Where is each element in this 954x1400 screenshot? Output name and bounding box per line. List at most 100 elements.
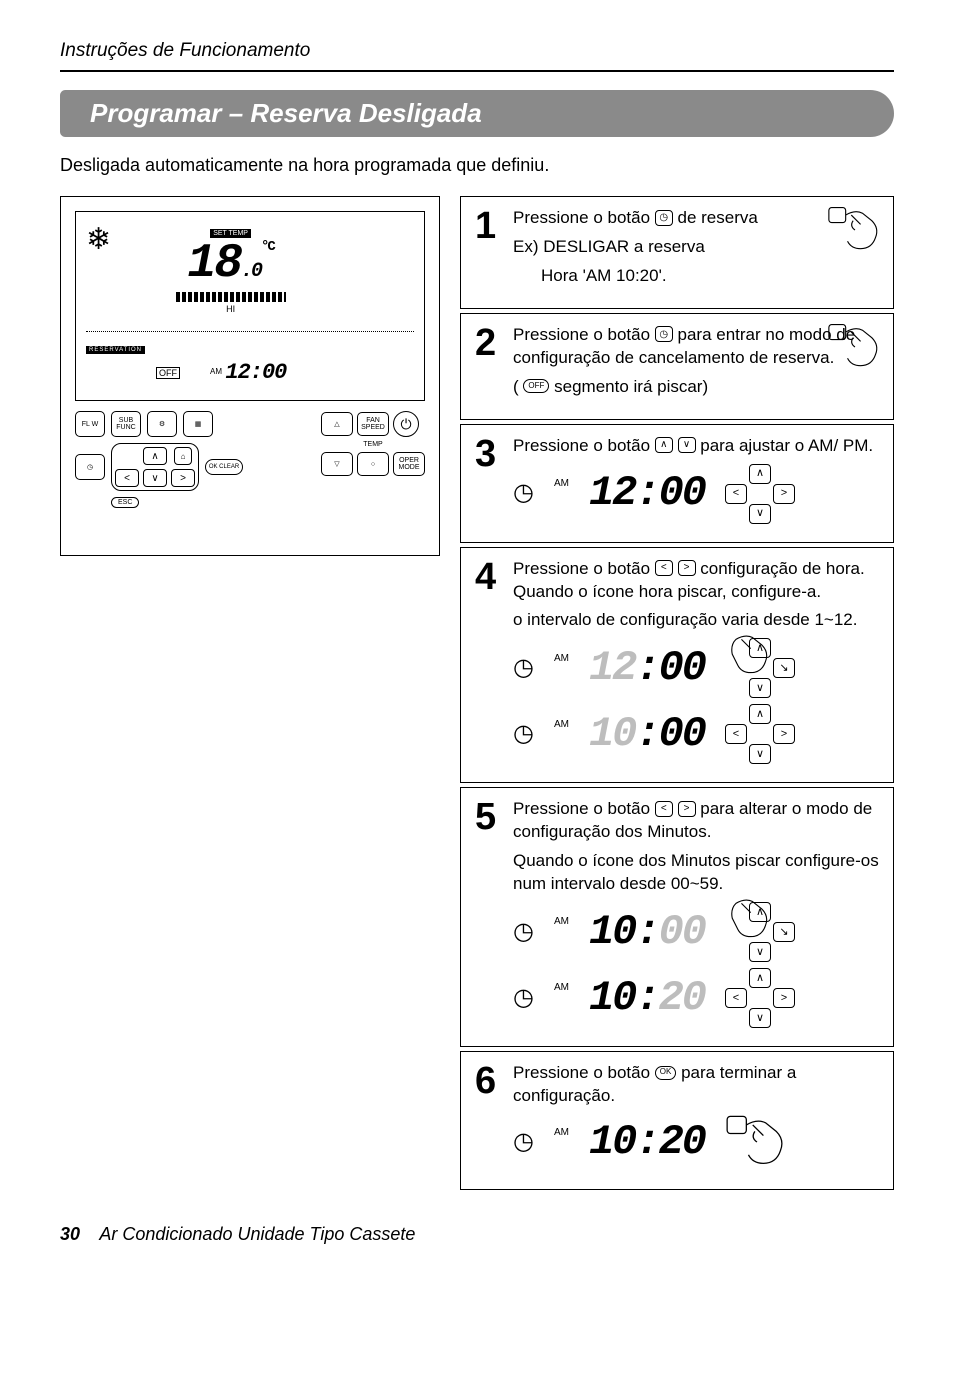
temp-up-button[interactable]: △ bbox=[321, 412, 353, 436]
dpad-down-icon: ∨ bbox=[749, 942, 771, 962]
am-superscript: AM bbox=[554, 718, 569, 732]
dpad-down[interactable]: ∨ bbox=[143, 469, 167, 487]
step2-paren-b: segmento irá piscar) bbox=[554, 377, 708, 396]
hand-press-icon bbox=[725, 1114, 789, 1170]
time-display: 10:00 bbox=[589, 706, 705, 763]
step1-text-a: Pressione o botão bbox=[513, 208, 655, 227]
dpad-group: ∧ ⌂ < ∨ > bbox=[111, 443, 199, 491]
dpad-left-icon: < bbox=[725, 988, 747, 1008]
step1-line2: Ex) DESLIGAR a reserva bbox=[513, 236, 879, 259]
ok-clear-button[interactable]: OK CLEAR bbox=[205, 459, 243, 475]
dpad-left-icon: < bbox=[725, 484, 747, 504]
step-number: 3 bbox=[475, 435, 503, 473]
time-display: 10:20 bbox=[589, 970, 705, 1027]
off-badge: OFF bbox=[156, 367, 180, 379]
scheduled-time: 12:00 bbox=[225, 360, 286, 385]
off-key-icon: OFF bbox=[523, 379, 549, 393]
step2-paren-a: ( bbox=[513, 377, 523, 396]
temp-decimal: .0 bbox=[241, 260, 261, 283]
clock-icon: ◷ bbox=[513, 982, 534, 1014]
step5-line2: Quando o ícone dos Minutos piscar config… bbox=[513, 850, 879, 896]
page-title: Programar – Reserva Desligada bbox=[60, 90, 894, 137]
setup-button[interactable]: ⚙ bbox=[147, 411, 177, 437]
dpad-diagram: ∧ ∨ < > bbox=[725, 704, 795, 764]
dpad-up-icon: ∧ bbox=[749, 968, 771, 988]
clock-icon: ◷ bbox=[513, 916, 534, 948]
time-rest: :00 bbox=[635, 710, 705, 758]
remote-illustration: ❄ SET TEMP 18.0°C HI RESERVATION OFF AM bbox=[60, 196, 440, 556]
am-indicator: AM bbox=[210, 367, 222, 376]
ghost-digits: 10 bbox=[589, 710, 635, 758]
step-2: 2 Pressione o botão ◷ para entrar no mod… bbox=[460, 313, 894, 420]
temp-digits: 18 bbox=[187, 237, 241, 291]
time-display: 10:00 bbox=[589, 904, 705, 961]
dpad-up[interactable]: ∧ bbox=[143, 447, 167, 465]
remote-screen: ❄ SET TEMP 18.0°C HI RESERVATION OFF AM bbox=[75, 211, 425, 401]
page-footer: 30 Ar Condicionado Unidade Tipo Cassete bbox=[60, 1224, 894, 1245]
dpad-down-icon: ∨ bbox=[749, 678, 771, 698]
page-number: 30 bbox=[60, 1224, 80, 1244]
step-5: 5 Pressione o botão < > para alterar o m… bbox=[460, 787, 894, 1047]
ok-key-icon: OK bbox=[655, 1066, 677, 1080]
circle-button[interactable]: ○ bbox=[357, 452, 389, 476]
dpad-right-icon: > bbox=[773, 484, 795, 504]
am-superscript: AM bbox=[554, 477, 569, 491]
step-4: 4 Pressione o botão < > configuração de … bbox=[460, 547, 894, 784]
time-prefix: 10: bbox=[589, 974, 659, 1022]
time-display: 10:20 bbox=[589, 1114, 705, 1171]
dpad-down-icon: ∨ bbox=[749, 1008, 771, 1028]
step3-text-b: para ajustar o AM/ PM. bbox=[700, 436, 873, 455]
clock-icon: ◷ bbox=[513, 477, 534, 509]
time-display: 12:00 bbox=[589, 640, 705, 697]
clock-icon: ◷ bbox=[513, 1126, 534, 1158]
step-1: 1 Pressione o botão ◷ de reserva Ex) DES… bbox=[460, 196, 894, 309]
dpad-right[interactable]: > bbox=[171, 469, 195, 487]
dpad-left-icon: < bbox=[725, 724, 747, 744]
sub-func-button[interactable]: SUB FUNC bbox=[111, 411, 141, 437]
context-header: Instruções de Funcionamento bbox=[60, 40, 894, 62]
vent-button[interactable]: ▦ bbox=[183, 411, 213, 437]
temp-down-button[interactable]: ▽ bbox=[321, 452, 353, 476]
intro-text: Desligada automaticamente na hora progra… bbox=[60, 155, 894, 176]
dpad-up-icon: ∧ bbox=[749, 704, 771, 724]
home-button[interactable]: ⌂ bbox=[174, 447, 192, 465]
oper-mode-button[interactable]: OPER MODE bbox=[393, 452, 425, 476]
flow-button[interactable]: FL W bbox=[75, 411, 105, 437]
dpad-left[interactable]: < bbox=[115, 469, 139, 487]
dpad-up-icon: ∧ bbox=[749, 464, 771, 484]
step-number: 6 bbox=[475, 1062, 503, 1100]
fan-speed-button[interactable]: FAN SPEED bbox=[357, 412, 389, 436]
esc-button[interactable]: ESC bbox=[111, 497, 139, 508]
right-key-icon: > bbox=[678, 560, 696, 576]
step-number: 4 bbox=[475, 558, 503, 596]
time-display: 12:00 bbox=[589, 465, 705, 522]
clock-icon: ◷ bbox=[513, 718, 534, 750]
hi-label: HI bbox=[176, 304, 286, 314]
power-button[interactable]: ⏻ bbox=[393, 411, 419, 437]
step5-text-a: Pressione o botão bbox=[513, 799, 655, 818]
hand-press-icon bbox=[827, 322, 883, 372]
up-key-icon: ∧ bbox=[655, 437, 673, 453]
ghost-digits: 20 bbox=[659, 974, 705, 1022]
right-key-icon: > bbox=[678, 801, 696, 817]
hand-press-icon bbox=[719, 632, 775, 680]
dpad-right-icon: ↘ bbox=[773, 922, 795, 942]
clock-icon: ◷ bbox=[513, 652, 534, 684]
time-prefix: 10: bbox=[589, 908, 659, 956]
step4-line2: o intervalo de configuração varia desde … bbox=[513, 609, 879, 632]
dpad-down-icon: ∨ bbox=[749, 744, 771, 764]
temperature-readout: 18.0°C bbox=[176, 240, 286, 288]
cool-mode-icon: ❄ bbox=[86, 222, 111, 257]
am-superscript: AM bbox=[554, 1126, 569, 1140]
timer-button[interactable]: ◷ bbox=[75, 454, 105, 480]
temp-label: TEMP bbox=[321, 441, 425, 448]
step3-text-a: Pressione o botão bbox=[513, 436, 655, 455]
step6-text-a: Pressione o botão bbox=[513, 1063, 655, 1082]
dpad-right-icon: > bbox=[773, 724, 795, 744]
step1-text-b: de reserva bbox=[678, 208, 758, 227]
dpad-diagram: ∧ ∨ < > bbox=[725, 464, 795, 524]
dpad-diagram: ∧ ∨ ↘ bbox=[725, 902, 795, 962]
left-key-icon: < bbox=[655, 801, 673, 817]
timer-key-icon: ◷ bbox=[655, 210, 673, 226]
step1-line3: Hora 'AM 10:20'. bbox=[541, 265, 879, 288]
